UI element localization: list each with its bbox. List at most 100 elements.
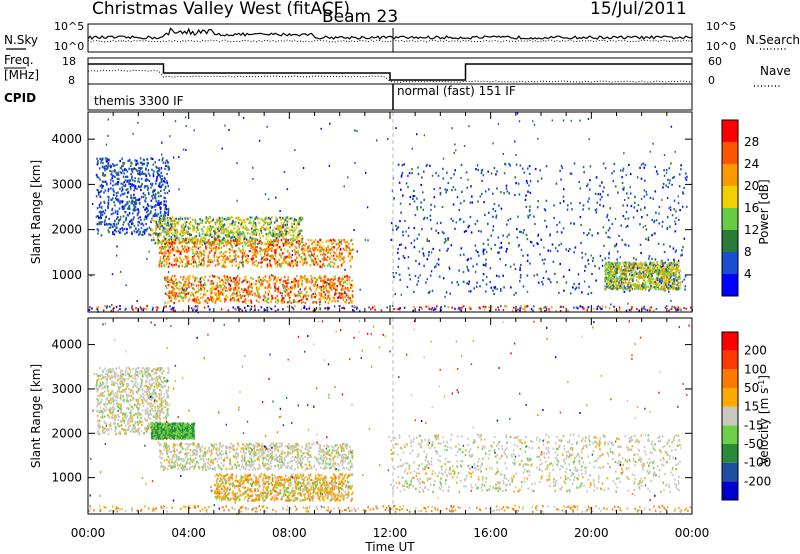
range-cell: [626, 285, 629, 288]
nsky-trace: [87, 27, 693, 40]
range-cell: [466, 282, 468, 285]
range-cell: [407, 256, 410, 259]
range-cell: [496, 170, 498, 173]
range-cell: [505, 250, 507, 253]
range-cell: [230, 231, 233, 234]
range-cell: [482, 242, 485, 245]
range-cell: [670, 275, 673, 278]
range-cell: [441, 205, 444, 209]
range-cell: [140, 196, 143, 199]
range-cell: [471, 195, 473, 198]
range-cell: [654, 258, 657, 261]
range-cell: [185, 293, 187, 296]
range-cell: [144, 208, 146, 211]
range-cell: [121, 157, 123, 160]
range-cell: [262, 227, 265, 231]
range-cell: [137, 177, 140, 180]
range-cell: [121, 183, 124, 186]
range-cell: [667, 283, 670, 286]
range-cell: [184, 265, 186, 268]
range-cell: [231, 230, 233, 233]
range-cell: [179, 281, 181, 284]
range-cell: [485, 283, 488, 286]
range-cell: [339, 294, 341, 297]
range-cell: [326, 255, 329, 258]
range-cell: [116, 182, 118, 185]
range-cell: [112, 190, 115, 193]
range-cell: [283, 289, 285, 292]
range-cell: [164, 242, 166, 245]
range-cell: [163, 196, 165, 199]
range-cell: [334, 287, 336, 290]
range-cell: [244, 228, 247, 231]
range-cell: [260, 279, 263, 282]
range-cell: [658, 265, 661, 268]
range-cell: [647, 275, 649, 279]
range-cell: [301, 277, 304, 280]
range-cell: [639, 269, 642, 272]
range-cell: [215, 248, 218, 251]
range-cell: [343, 239, 346, 242]
range-cell: [459, 254, 462, 257]
range-cell: [644, 206, 646, 209]
range-cell: [651, 274, 653, 277]
range-cell: [195, 299, 197, 302]
range-cell: [318, 276, 320, 279]
range-cell: [490, 286, 493, 289]
range-cell: [199, 278, 202, 281]
range-cell: [168, 251, 170, 254]
range-cell: [137, 169, 139, 172]
range-cell: [328, 250, 331, 253]
range-cell: [164, 279, 166, 282]
range-cell: [649, 261, 652, 264]
range-cell: [220, 239, 223, 242]
range-cell: [618, 264, 620, 267]
range-cell: [658, 280, 661, 283]
range-cell: [347, 246, 349, 249]
range-cell: [256, 289, 258, 292]
range-cell: [351, 284, 354, 287]
range-cell: [656, 173, 659, 176]
range-cell: [211, 288, 214, 291]
range-cell: [187, 283, 189, 286]
range-cell: [264, 296, 266, 299]
range-cell: [173, 233, 175, 236]
range-cell: [212, 287, 214, 290]
range-cell: [156, 223, 159, 226]
range-cell: [224, 250, 227, 253]
range-cell: [301, 250, 304, 253]
range-cell: [468, 280, 470, 283]
range-cell: [321, 263, 324, 266]
range-cell: [630, 204, 633, 208]
nsearch-trace: [87, 39, 693, 43]
range-cell: [208, 264, 211, 267]
range-cell: [119, 218, 122, 221]
range-cell: [321, 289, 323, 292]
range-cell: [582, 204, 585, 207]
range-cell: [233, 254, 236, 257]
range-cell: [674, 282, 677, 285]
range-cell: [565, 281, 568, 284]
range-cell: [297, 283, 300, 287]
range-cell: [179, 217, 181, 221]
range-cell: [150, 157, 153, 160]
range-cell: [181, 234, 184, 238]
range-cell: [523, 229, 525, 232]
range-cell: [197, 301, 200, 304]
range-cell: [330, 287, 333, 290]
range-cell: [224, 241, 227, 244]
range-cell: [150, 206, 153, 209]
range-cell: [201, 228, 204, 231]
range-cell: [570, 202, 572, 205]
range-cell: [298, 218, 300, 221]
range-cell: [174, 236, 176, 239]
range-cell: [669, 206, 672, 209]
range-cell: [129, 185, 132, 189]
range-cell: [248, 280, 250, 283]
range-cell: [181, 264, 183, 267]
range-cell: [446, 188, 448, 192]
range-cell: [437, 258, 440, 261]
range-cell: [683, 237, 686, 240]
range-cell: [165, 245, 168, 248]
range-cell: [560, 178, 562, 181]
